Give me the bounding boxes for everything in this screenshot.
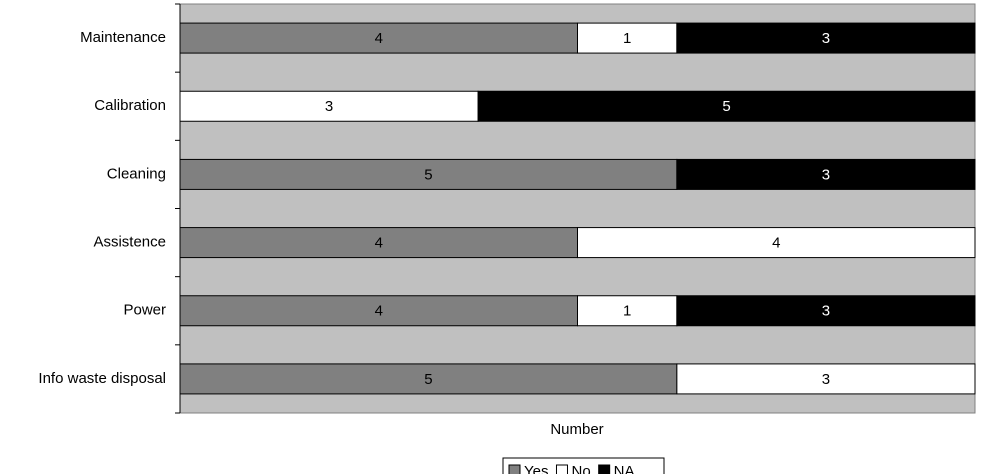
data-label: 3: [822, 30, 830, 47]
data-label: 4: [772, 235, 780, 252]
data-label: 4: [375, 235, 383, 252]
data-label: 5: [722, 98, 730, 115]
bar-segment: [179, 22, 578, 54]
legend-swatch: [555, 464, 568, 474]
y-tick-label: Info waste disposal: [38, 370, 166, 387]
bar-segment: [676, 22, 976, 54]
y-tick-label: Calibration: [94, 97, 166, 114]
data-label: 5: [424, 166, 432, 183]
bar-segment: [676, 363, 976, 395]
bar-segment: [676, 295, 976, 327]
data-label: 4: [375, 303, 383, 320]
legend-swatch: [508, 464, 521, 474]
legend: Yes No NA: [502, 457, 665, 474]
bar-segment: [179, 158, 678, 190]
data-label: 5: [424, 371, 432, 388]
x-axis-label: Number: [550, 421, 603, 438]
bar-segment: [577, 227, 976, 259]
y-tick-label: Assistence: [93, 234, 166, 251]
data-label: 3: [822, 303, 830, 320]
legend-box: [502, 457, 665, 474]
data-label: 1: [623, 303, 631, 320]
bar-segment: [577, 295, 678, 327]
data-label: 1: [623, 30, 631, 47]
legend-label: No: [571, 463, 590, 474]
data-label: 3: [822, 166, 830, 183]
data-label: 4: [375, 30, 383, 47]
bar-segment: [179, 363, 678, 395]
legend-label: Yes: [524, 463, 548, 474]
bar-segment: [179, 227, 578, 259]
bar-segment: [577, 22, 678, 54]
bar-segment: [477, 90, 976, 122]
bar-segment: [676, 158, 976, 190]
data-label: 3: [822, 371, 830, 388]
plot-area: [179, 3, 976, 414]
legend-label: NA: [614, 463, 635, 474]
y-tick-label: Maintenance: [80, 29, 166, 46]
legend-swatch: [598, 464, 611, 474]
data-label: 3: [325, 98, 333, 115]
y-tick-label: Power: [123, 302, 166, 319]
y-tick-label: Cleaning: [107, 165, 166, 182]
